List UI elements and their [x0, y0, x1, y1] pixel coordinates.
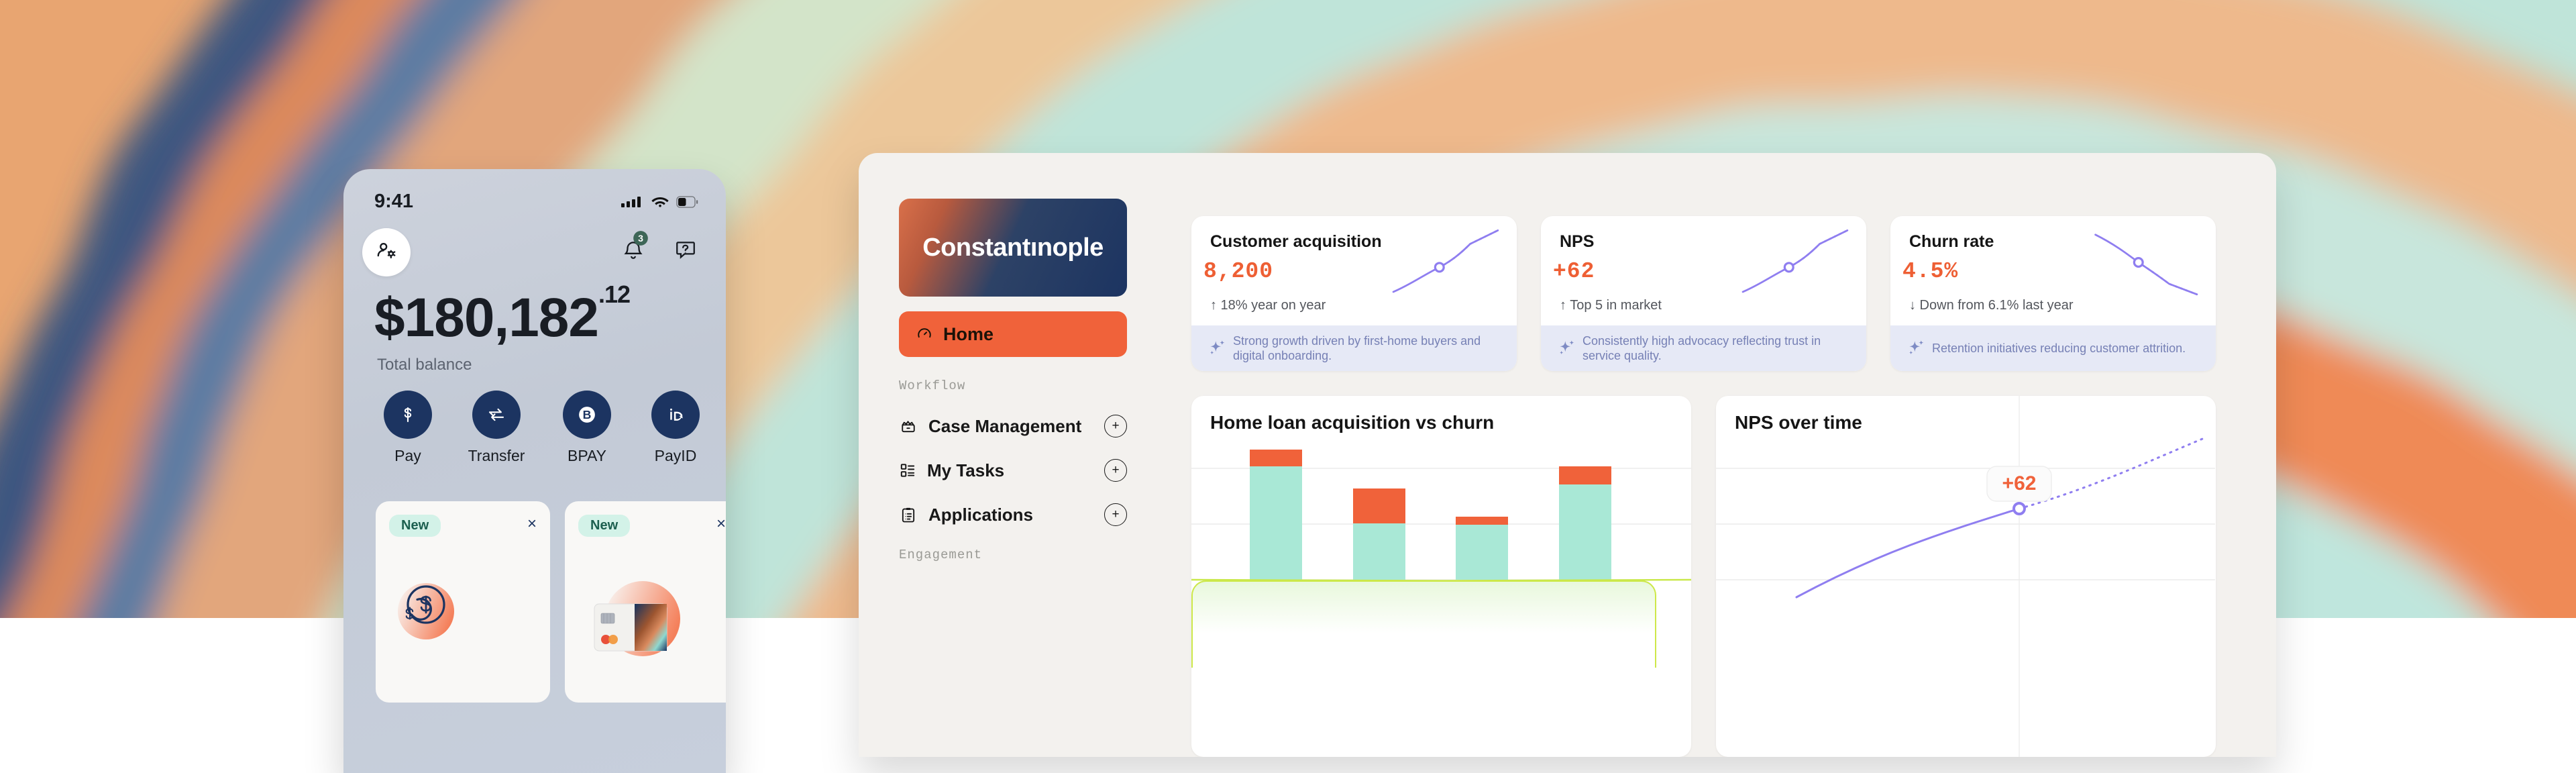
svg-text:+62: +62 [2002, 472, 2037, 495]
svg-text:B: B [583, 408, 592, 421]
svg-text:3: 3 [638, 233, 643, 244]
